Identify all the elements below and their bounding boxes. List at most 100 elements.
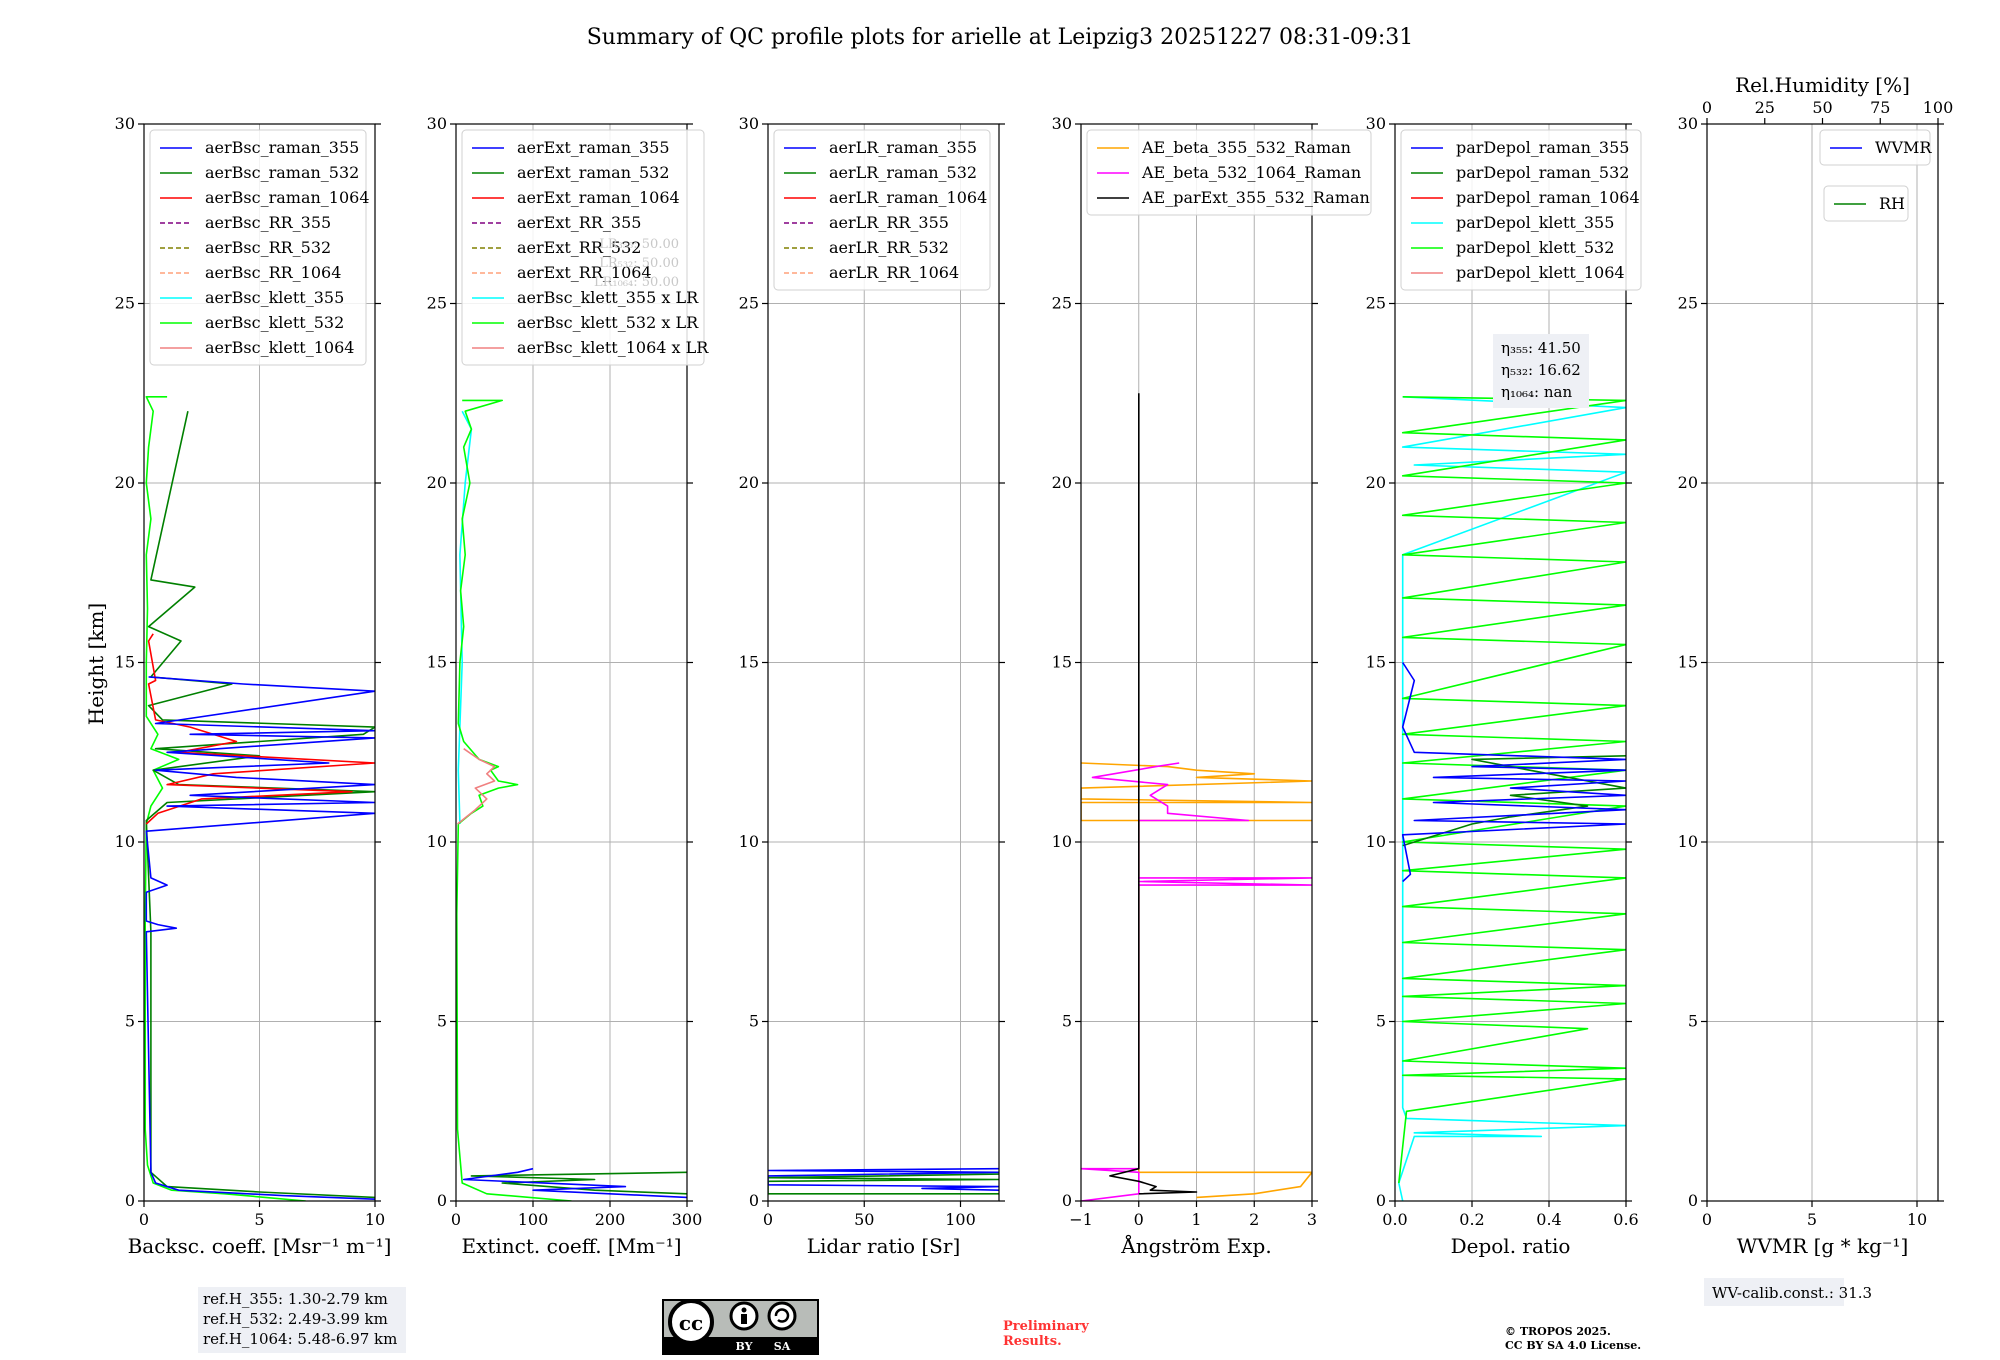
ref-height-line: ref.H_1064: 5.48-6.97 km	[203, 1330, 397, 1348]
series-line-parDepol_klett_532	[1398, 396, 1626, 1184]
series-line-aerLR_raman_532	[768, 1173, 999, 1195]
y-tick-label: 15	[1678, 653, 1698, 672]
wv-calib-line: WV-calib.const.: 31.3	[1712, 1284, 1872, 1302]
ref-height-line: ref.H_532: 2.49-3.99 km	[203, 1310, 388, 1328]
legend-entry: aerBsc_raman_1064	[205, 188, 370, 207]
legend-entry: aerBsc_RR_532	[205, 238, 331, 257]
y-tick-label: 5	[125, 1012, 135, 1031]
legend-extinction: aerExt_raman_355 aerExt_raman_532 aerExt_r…	[461, 129, 709, 366]
legend-entry: aerBsc_raman_532	[205, 163, 359, 182]
x-tick-label: 1	[1191, 1210, 1201, 1229]
x-axis-label: Depol. ratio	[1451, 1234, 1571, 1258]
series-line-aerBsc_klett_532	[144, 395, 306, 1201]
legend-angstrom: AE_beta_355_532_Raman AE_beta_532_1064_Ra…	[1086, 129, 1372, 216]
eta-value: η₃₅₅: 41.50	[1501, 339, 1581, 357]
top-x-tick-label: 0	[1702, 98, 1712, 117]
y-tick-label: 20	[739, 473, 759, 492]
faint-annotation: LR₃₅₅: 50.00	[599, 237, 679, 252]
series-line-aerExt_raman_532	[470, 1171, 687, 1195]
grid-wvmr	[1706, 123, 1938, 1202]
legend-frame	[773, 129, 991, 291]
x-axis-label: Lidar ratio [Sr]	[807, 1234, 961, 1258]
figure-title: Summary of QC profile plots for arielle …	[587, 25, 1414, 50]
y-tick-label: 10	[1366, 832, 1386, 851]
x-tick-label: 0	[763, 1210, 773, 1229]
series-line-aerBsc_klett_355 x LR	[457, 410, 473, 825]
x-tick-label: 0	[1134, 1210, 1144, 1229]
legend-frame	[461, 129, 705, 366]
series-line-parDepol_klett_355	[1398, 396, 1626, 1201]
y-tick-label: 20	[1366, 473, 1386, 492]
info-box-wvmr: WV-calib.const.: 31.3	[1704, 1278, 1872, 1306]
legend-lidar-ratio: aerLR_raman_355 aerLR_raman_532 aerLR_rama…	[773, 129, 991, 291]
series-group-lidar-ratio	[768, 1167, 999, 1195]
series-line-aerBsc_raman_355	[145, 676, 375, 1200]
y-tick-label: 10	[427, 832, 447, 851]
cc-license-logo: cc BY SA	[662, 1299, 819, 1355]
legend-rh: RH	[1823, 185, 1909, 222]
y-tick-label: 10	[739, 832, 759, 851]
legend-entry: WVMR	[1875, 138, 1932, 157]
x-tick-label: 200	[595, 1210, 626, 1229]
series-line-aerExt_raman_355	[462, 1167, 687, 1199]
legend-frame	[1400, 129, 1642, 291]
x-tick-label: 0.6	[1613, 1210, 1638, 1229]
legend-entry: aerBsc_RR_355	[205, 213, 331, 232]
legend-entry: aerExt_RR_1064	[517, 263, 652, 282]
x-tick-label: 5	[254, 1210, 264, 1229]
x-tick-label: 10	[365, 1210, 385, 1229]
series-line-aerBsc_klett_532 x LR	[456, 399, 572, 1201]
y-tick-label: 0	[1688, 1191, 1698, 1210]
y-tick-label: 20	[115, 473, 135, 492]
y-tick-label: 30	[427, 114, 447, 133]
eta-box-bg	[1493, 334, 1589, 408]
top-x-tick-label: 50	[1812, 98, 1832, 117]
legend-entry: parDepol_klett_1064	[1456, 263, 1625, 282]
ref-height-box-bg	[198, 1287, 406, 1353]
legend-entry: aerLR_raman_1064	[829, 188, 987, 207]
legend-entry: aerExt_raman_1064	[517, 188, 680, 207]
y-tick-label: 15	[115, 653, 135, 672]
y-tick-label: 20	[427, 473, 447, 492]
wv-calib-box-bg	[1704, 1278, 1844, 1306]
svg-text:cc: cc	[679, 1311, 703, 1335]
x-tick-label: 100	[945, 1210, 976, 1229]
eta-value: η₅₃₂: 16.62	[1501, 361, 1581, 379]
faint-annotation: LR₅₃₂: 50.00	[599, 256, 679, 271]
x-tick-label: 2	[1249, 1210, 1259, 1229]
legend-entry: aerExt_raman_532	[517, 163, 670, 182]
info-box-backscatter: ref.H_355: 1.30-2.79 km ref.H_532: 2.49-3…	[198, 1287, 406, 1353]
cc-sa-label: SA	[774, 1340, 791, 1353]
legend-frame	[1086, 129, 1372, 216]
legend-entry: AE_beta_532_1064_Raman	[1141, 163, 1361, 182]
x-tick-label: −1	[1069, 1210, 1093, 1229]
x-tick-label: 0	[139, 1210, 149, 1229]
preliminary-line-2: Results.	[1003, 1334, 1062, 1349]
x-tick-label: 5	[1807, 1210, 1817, 1229]
legend-wvmr: WVMR	[1819, 129, 1932, 166]
y-tick-label: 5	[437, 1012, 447, 1031]
panel-depolarization: 0 5 10 15 20 25 30 0.0 0.2 0.4 0.6 Depol. ratio parD…	[1366, 114, 1642, 1258]
x-tick-label: 100	[518, 1210, 549, 1229]
legend-entry: AE_parExt_355_532_Raman	[1141, 188, 1370, 207]
y-tick-label: 30	[739, 114, 759, 133]
series-line-AE_beta_355_532_Raman	[1081, 762, 1312, 1199]
legend-entry: aerExt_RR_532	[517, 238, 641, 257]
y-tick-label: 0	[749, 1191, 759, 1210]
legend-entry: parDepol_raman_532	[1456, 163, 1629, 182]
y-tick-label: 10	[115, 832, 135, 851]
legend-entry: parDepol_klett_355	[1456, 213, 1614, 232]
series-group-extinction	[456, 399, 687, 1201]
panel-backscatter: 0 5 10 15 20 25 30 0 5 10 Backsc. coeff. [Msr⁻¹ m⁻…	[115, 114, 406, 1353]
y-tick-label: 30	[115, 114, 135, 133]
x-tick-label: 0.0	[1382, 1210, 1407, 1229]
legend-entry: aerBsc_raman_355	[205, 138, 359, 157]
legend-entry: aerBsc_klett_1064 x LR	[517, 338, 709, 357]
x-tick-label: 10	[1907, 1210, 1927, 1229]
legend-entry: aerBsc_klett_532 x LR	[517, 313, 699, 332]
y-tick-label: 0	[1376, 1191, 1386, 1210]
y-tick-label: 0	[125, 1191, 135, 1210]
